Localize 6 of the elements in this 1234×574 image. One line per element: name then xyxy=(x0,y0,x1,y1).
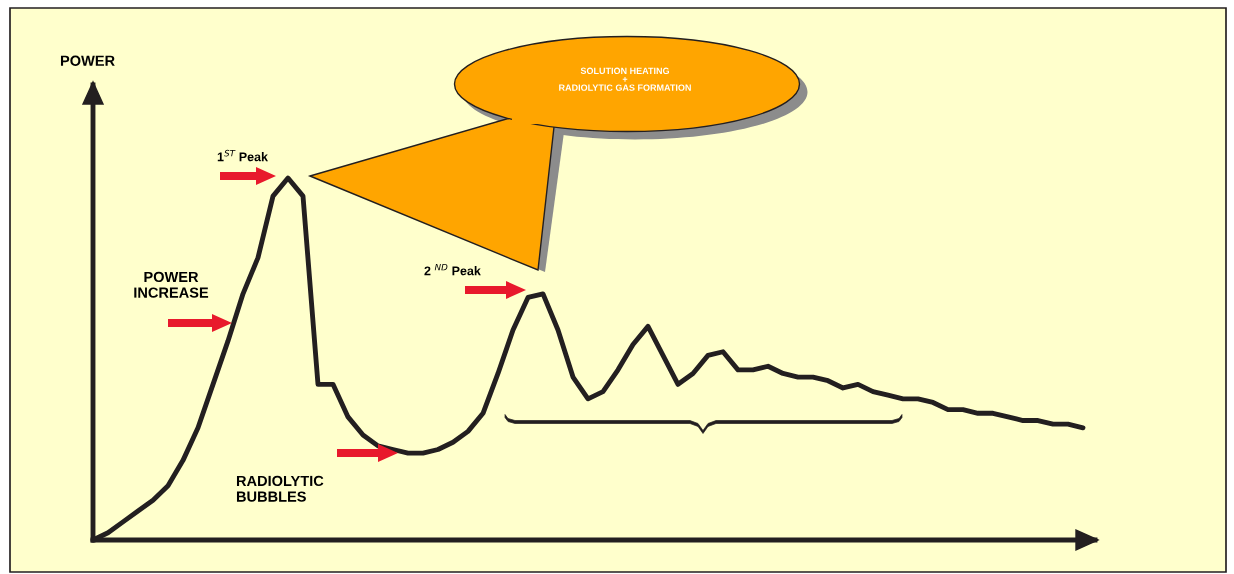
annotation: POWER INCREASE xyxy=(134,271,209,298)
text: 1$^{ST}$ Peak xyxy=(217,149,268,162)
annotation: RADIOLYTIC BUBBLES xyxy=(236,475,324,502)
text: SOLUTION HEATING + RADIOLYTIC GAS FORMATION xyxy=(559,67,691,91)
text: POWER xyxy=(60,55,115,66)
annotation: 2 $^{ND}$ Peak xyxy=(424,263,481,276)
